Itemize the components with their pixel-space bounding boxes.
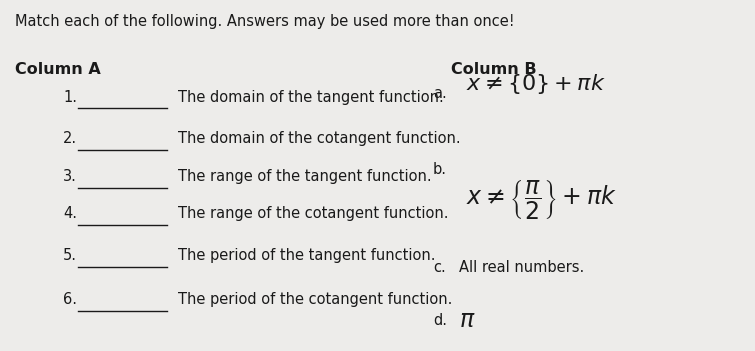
Text: The period of the tangent function.: The period of the tangent function. — [177, 248, 435, 263]
Text: The period of the cotangent function.: The period of the cotangent function. — [177, 292, 452, 307]
Text: 4.: 4. — [63, 206, 77, 221]
Text: 5.: 5. — [63, 248, 77, 263]
Text: The range of the tangent function.: The range of the tangent function. — [177, 168, 431, 184]
Text: 3.: 3. — [63, 168, 77, 184]
Text: 1.: 1. — [63, 90, 77, 105]
Text: Column B: Column B — [451, 62, 537, 77]
Text: The domain of the tangent function.: The domain of the tangent function. — [177, 90, 443, 105]
Text: d.: d. — [433, 313, 447, 328]
Text: 6.: 6. — [63, 292, 77, 307]
Text: The domain of the cotangent function.: The domain of the cotangent function. — [177, 131, 461, 146]
Text: Column A: Column A — [15, 62, 100, 77]
Text: a.: a. — [433, 86, 447, 101]
Text: The range of the cotangent function.: The range of the cotangent function. — [177, 206, 448, 221]
Text: Match each of the following. Answers may be used more than once!: Match each of the following. Answers may… — [15, 14, 515, 29]
Text: All real numbers.: All real numbers. — [459, 260, 584, 275]
Text: $x \neq \{0\} + \pi k$: $x \neq \{0\} + \pi k$ — [467, 72, 606, 96]
Text: $\pi$: $\pi$ — [459, 308, 476, 332]
Text: b.: b. — [433, 162, 447, 177]
Text: c.: c. — [433, 260, 445, 275]
Text: $x \neq \left\{\dfrac{\pi}{2}\right\} + \pi k$: $x \neq \left\{\dfrac{\pi}{2}\right\} + … — [467, 179, 617, 222]
Text: 2.: 2. — [63, 131, 77, 146]
